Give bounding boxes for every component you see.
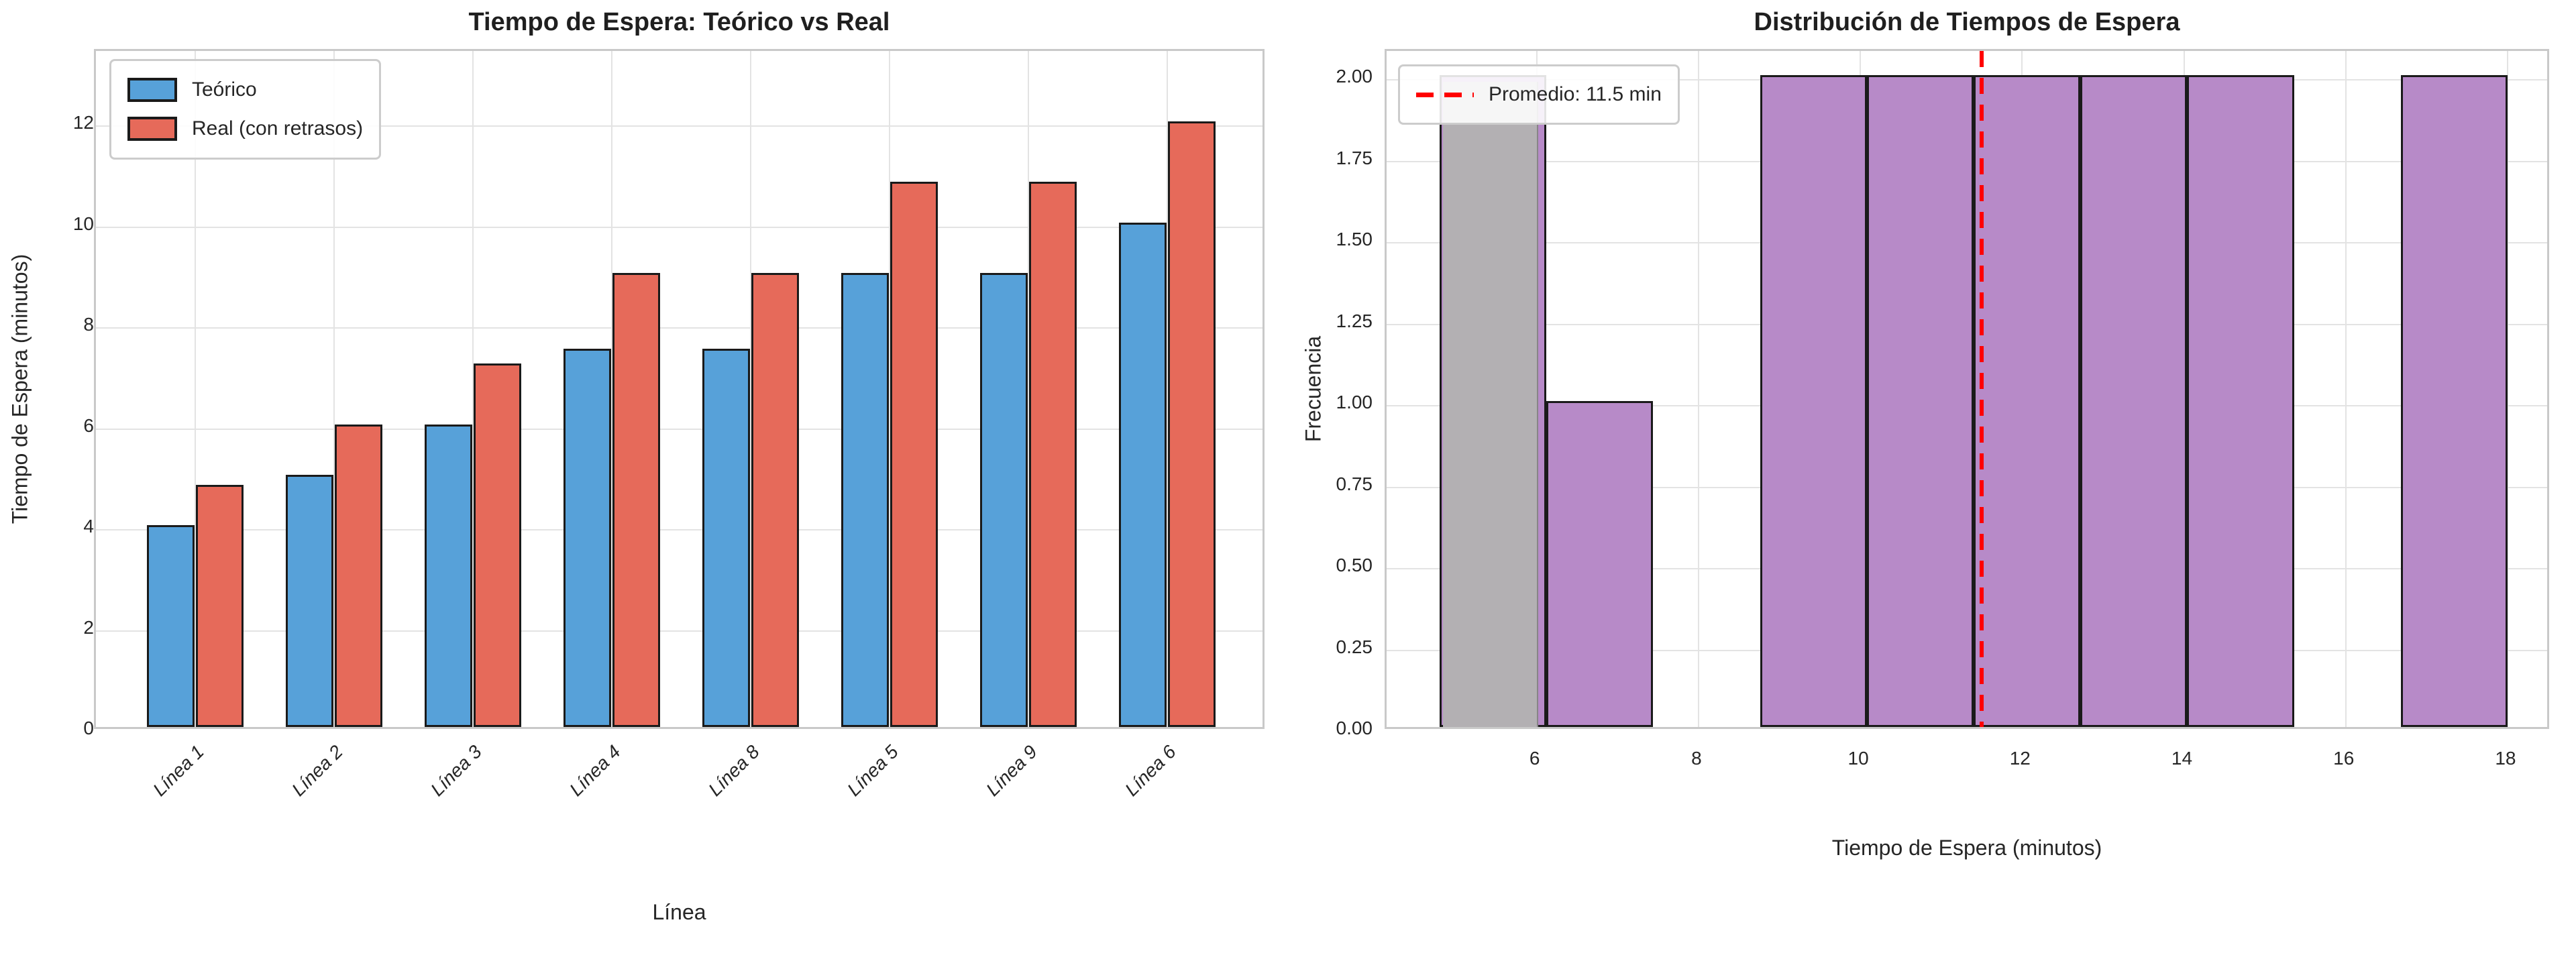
y-tick-label: 4 (83, 516, 94, 537)
grid-line-y (96, 226, 1263, 228)
y-tick-label: 2.00 (1336, 66, 1373, 87)
y-tick-label: 0 (83, 718, 94, 738)
y-tick-label: 1.25 (1336, 310, 1373, 331)
grid-line-y (96, 125, 1263, 127)
grid-line-y (96, 630, 1263, 632)
left-chart-legend: Teórico Real (con retrasos) (109, 59, 382, 160)
real-bar (335, 424, 382, 727)
x-tick-label: 8 (1691, 748, 1702, 769)
grid-line-x (750, 51, 751, 727)
x-tick-label: Línea 2 (287, 741, 347, 800)
real-bar (196, 484, 244, 727)
gray-overlay-bar (1442, 82, 1538, 727)
real-bar (1168, 121, 1216, 727)
left-chart (94, 49, 1265, 729)
teorico-swatch (127, 78, 177, 102)
x-tick-label: Línea 5 (843, 741, 902, 800)
hist-bar (2400, 75, 2508, 727)
grid-line-x (1697, 51, 1699, 727)
y-tick-label: 2 (83, 616, 94, 638)
teorico-bar (425, 424, 472, 727)
x-tick-label: 6 (1529, 748, 1540, 769)
grid-line-y (96, 428, 1263, 430)
y-tick-label: 0.75 (1336, 473, 1373, 494)
left-chart-title: Tiempo de Espera: Teórico vs Real (468, 8, 890, 36)
hist-bar (2080, 75, 2188, 727)
x-tick-label: 10 (1847, 748, 1869, 769)
left-x-axis-label: Línea (652, 900, 706, 924)
real-bar (751, 272, 799, 727)
teorico-bar (147, 525, 195, 727)
grid-line-y (96, 529, 1263, 530)
grid-line-x (611, 51, 612, 727)
teorico-bar (564, 348, 611, 727)
grid-line-x (2506, 51, 2508, 727)
right-chart-legend: Promedio: 11.5 min (1398, 64, 1680, 125)
grid-line-x (1167, 51, 1168, 727)
y-tick-label: 0.00 (1336, 718, 1373, 738)
grid-line-x (195, 51, 196, 727)
legend-label: Promedio: 11.5 min (1489, 83, 1662, 105)
y-tick-label: 8 (83, 314, 94, 335)
x-tick-label: Línea 8 (704, 741, 763, 800)
teorico-bar (286, 474, 333, 727)
real-swatch (127, 117, 177, 141)
x-tick-label: Línea 4 (565, 741, 625, 800)
x-tick-label: Línea 9 (981, 741, 1041, 800)
right-chart (1385, 49, 2549, 729)
teorico-bar (980, 272, 1028, 727)
left-y-axis-label: Tiempo de Espera (minutos) (7, 254, 32, 524)
grid-line-x (333, 51, 335, 727)
hist-bar (2187, 75, 2294, 727)
x-tick-label: Línea 6 (1120, 741, 1180, 800)
teorico-bar (702, 348, 750, 727)
legend-label: Teórico (192, 78, 257, 101)
right-x-axis-label: Tiempo de Espera (minutos) (1831, 836, 2102, 860)
grid-line-x (889, 51, 890, 727)
real-bar (474, 363, 521, 727)
real-bar (1029, 182, 1077, 727)
grid-line-y (96, 327, 1263, 329)
mean-line-dash-icon (1416, 92, 1474, 97)
legend-item-teorico: Teórico (127, 70, 363, 109)
mean-line (1980, 51, 1984, 727)
x-tick-label: Línea 3 (426, 741, 486, 800)
y-tick-label: 1.75 (1336, 147, 1373, 168)
grid-line-x (472, 51, 474, 727)
y-tick-label: 6 (83, 414, 94, 436)
legend-item-promedio: Promedio: 11.5 min (1416, 76, 1662, 113)
hist-bar (1866, 75, 1974, 727)
hist-bar (1760, 75, 1867, 727)
y-tick-label: 10 (72, 213, 94, 234)
y-tick-label: 12 (72, 112, 94, 133)
y-tick-label: 1.00 (1336, 392, 1373, 412)
hist-bar (1546, 401, 1654, 727)
right-y-axis-label: Frecuencia (1301, 335, 1326, 443)
x-tick-label: Línea 1 (148, 741, 208, 800)
real-bar (890, 182, 938, 727)
hist-bar (1973, 75, 2081, 727)
legend-item-real: Real (con retrasos) (127, 109, 363, 148)
x-tick-label: 16 (2333, 748, 2355, 769)
x-tick-label: 14 (2171, 748, 2193, 769)
grid-line-x (2345, 51, 2347, 727)
real-bar (612, 272, 660, 727)
y-tick-label: 0.50 (1336, 555, 1373, 575)
x-tick-label: 12 (2009, 748, 2031, 769)
teorico-bar (841, 272, 889, 727)
y-tick-label: 1.50 (1336, 229, 1373, 249)
y-tick-label: 0.25 (1336, 636, 1373, 657)
grid-line-x (1028, 51, 1029, 727)
x-tick-label: 18 (2495, 748, 2516, 769)
right-chart-title: Distribución de Tiempos de Espera (1754, 8, 2180, 36)
legend-label: Real (con retrasos) (192, 117, 364, 139)
teorico-bar (1119, 222, 1167, 727)
